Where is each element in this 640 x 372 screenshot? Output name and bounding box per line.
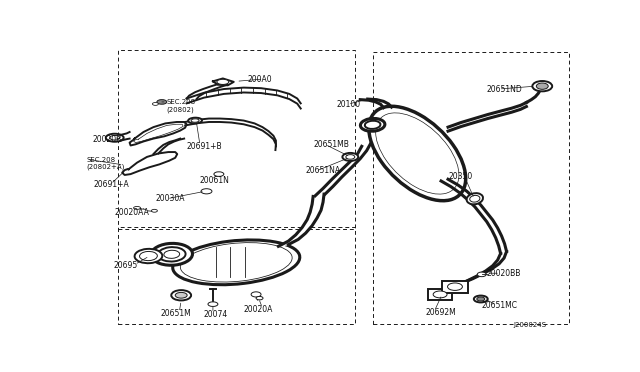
Ellipse shape xyxy=(157,100,167,104)
Ellipse shape xyxy=(152,103,158,105)
Ellipse shape xyxy=(173,240,300,285)
Ellipse shape xyxy=(208,302,218,307)
Ellipse shape xyxy=(433,291,447,298)
Text: 20651M: 20651M xyxy=(161,309,191,318)
Polygon shape xyxy=(122,152,177,175)
Bar xyxy=(442,280,468,293)
Text: 20350: 20350 xyxy=(448,172,472,181)
Ellipse shape xyxy=(164,250,180,258)
Ellipse shape xyxy=(346,155,355,159)
Ellipse shape xyxy=(251,292,261,297)
Ellipse shape xyxy=(151,243,193,265)
Bar xyxy=(118,227,355,324)
Ellipse shape xyxy=(106,134,124,142)
Ellipse shape xyxy=(201,189,212,194)
Text: 20695: 20695 xyxy=(114,261,138,270)
Polygon shape xyxy=(278,194,324,246)
Polygon shape xyxy=(213,78,234,85)
Ellipse shape xyxy=(369,106,466,201)
Ellipse shape xyxy=(175,292,187,298)
Text: SEC.208
(20802+A): SEC.208 (20802+A) xyxy=(86,157,125,170)
Bar xyxy=(372,52,568,324)
Ellipse shape xyxy=(477,272,486,277)
Ellipse shape xyxy=(467,193,483,204)
Text: 20651MB: 20651MB xyxy=(313,140,349,150)
Text: 20691+B: 20691+B xyxy=(187,142,222,151)
Ellipse shape xyxy=(188,118,202,124)
Text: 20692M: 20692M xyxy=(425,308,456,317)
Ellipse shape xyxy=(172,290,191,301)
Ellipse shape xyxy=(152,209,157,212)
Text: SEC.208
(20802): SEC.208 (20802) xyxy=(167,99,196,113)
Text: 20074: 20074 xyxy=(203,310,227,319)
Text: 20020B: 20020B xyxy=(92,135,122,144)
Ellipse shape xyxy=(360,118,385,131)
Ellipse shape xyxy=(140,251,157,261)
Polygon shape xyxy=(187,87,301,109)
Text: 200A0: 200A0 xyxy=(248,74,272,83)
Text: 20651MC: 20651MC xyxy=(482,301,518,310)
Ellipse shape xyxy=(217,79,229,84)
Ellipse shape xyxy=(342,153,358,161)
Ellipse shape xyxy=(110,135,120,140)
Text: 20020BB: 20020BB xyxy=(486,269,521,278)
Text: J200024S: J200024S xyxy=(513,322,547,328)
Ellipse shape xyxy=(532,81,552,92)
Text: 20020A: 20020A xyxy=(244,305,273,314)
Bar xyxy=(118,50,355,230)
Ellipse shape xyxy=(158,247,186,262)
Text: 20651NA: 20651NA xyxy=(306,166,341,175)
Ellipse shape xyxy=(256,296,263,300)
Text: 20061N: 20061N xyxy=(199,176,229,185)
Ellipse shape xyxy=(536,83,548,89)
Bar xyxy=(428,289,452,300)
Ellipse shape xyxy=(474,296,488,302)
Text: 20691+A: 20691+A xyxy=(94,180,130,189)
Ellipse shape xyxy=(365,121,380,129)
Ellipse shape xyxy=(134,249,163,263)
Polygon shape xyxy=(129,122,187,145)
Text: 20651ND: 20651ND xyxy=(486,84,522,93)
Ellipse shape xyxy=(470,195,480,202)
Text: 20020AA: 20020AA xyxy=(115,208,150,217)
Text: 20100: 20100 xyxy=(337,100,361,109)
Text: 20030A: 20030A xyxy=(156,194,185,203)
Ellipse shape xyxy=(134,206,141,209)
Ellipse shape xyxy=(447,283,463,291)
Ellipse shape xyxy=(191,119,199,122)
Ellipse shape xyxy=(477,297,484,301)
Ellipse shape xyxy=(214,172,224,176)
